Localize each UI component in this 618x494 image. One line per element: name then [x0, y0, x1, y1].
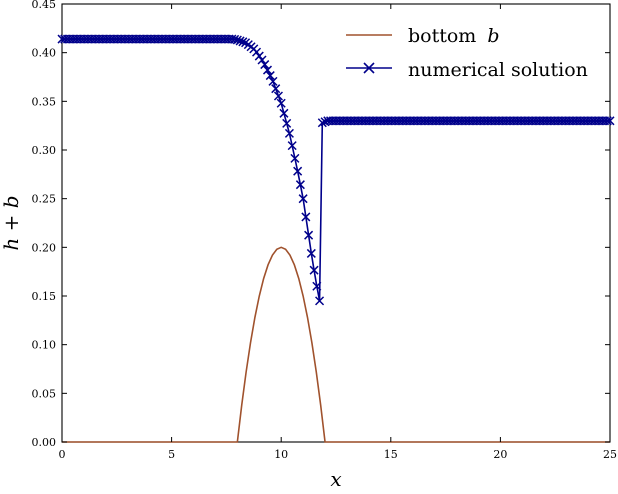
legend-label-bottom-math: b — [487, 25, 499, 47]
y-tick-label: 0.25 — [32, 193, 57, 206]
series-solution-marker — [235, 36, 245, 46]
series-solution-marker — [257, 55, 267, 65]
series-solution-marker — [262, 65, 273, 75]
y-tick-label: 0.30 — [32, 144, 57, 157]
legend-label-bottom: bottom b — [408, 25, 500, 47]
y-tick-label: 0.10 — [32, 339, 57, 352]
data-layer — [57, 34, 615, 443]
legend-label-bottom-text: bottom — [408, 25, 476, 47]
x-tick-label: 15 — [384, 448, 398, 461]
x-tick-label: 0 — [59, 448, 66, 461]
series-solution-marker — [271, 84, 281, 94]
legend-swatch-solution-marker — [363, 62, 375, 74]
legend-label-solution: numerical solution — [408, 59, 588, 81]
series-solution-marker — [238, 37, 248, 47]
x-tick-label: 20 — [493, 448, 507, 461]
series-solution-marker — [282, 118, 292, 128]
series-solution-marker — [315, 296, 325, 306]
series-bottom-line — [62, 246, 610, 443]
series-solution-marker — [260, 60, 270, 70]
x-tick-label: 5 — [168, 448, 175, 461]
series-solution-marker — [232, 35, 242, 45]
series-solution-marker — [284, 128, 294, 138]
series-solution-marker — [268, 76, 278, 86]
y-tick-label: 0.35 — [32, 95, 57, 108]
legend: bottom b numerical solution — [346, 25, 588, 81]
series-solution-marker — [304, 230, 314, 240]
series-solution-marker — [276, 98, 286, 108]
series-solution-marker — [317, 118, 327, 128]
series-solution-marker — [309, 265, 319, 275]
ticks-layer: 0 5 10 15 20 25 0.00 0.05 0.10 0.15 0.20 0.25 0.30 0.… — [32, 0, 618, 461]
series-solution-marker — [301, 212, 311, 222]
y-tick-label: 0.05 — [32, 387, 57, 400]
y-tick-label: 0.40 — [32, 47, 57, 60]
series-solution-marker — [602, 116, 612, 126]
series-solution-marker — [287, 141, 297, 151]
series-solution-marker — [265, 71, 275, 81]
y-tick-label: 0.00 — [32, 436, 57, 449]
series-solution-marker — [290, 153, 300, 163]
series-solution-marker — [293, 166, 303, 176]
x-axis-title: x — [330, 467, 341, 491]
x-tick-label: 10 — [274, 448, 288, 461]
y-tick-label: 0.15 — [32, 290, 57, 303]
y-tick-label: 0.45 — [32, 0, 57, 11]
series-solution-marker — [279, 108, 289, 118]
series-solution-marker — [295, 180, 305, 190]
y-tick-label: 0.20 — [32, 241, 57, 254]
y-axis-title: h + b — [0, 195, 23, 250]
series-solution-marker — [252, 47, 262, 57]
series-solution-marker — [605, 116, 615, 126]
series-solution-marker — [298, 194, 308, 204]
series-solution-marker — [306, 248, 316, 258]
series-solution-marker — [254, 51, 264, 61]
series-solution-marker — [273, 91, 283, 101]
series-solution-marker — [230, 34, 240, 44]
series-solution-marker — [312, 281, 322, 291]
x-tick-label: 25 — [603, 448, 617, 461]
